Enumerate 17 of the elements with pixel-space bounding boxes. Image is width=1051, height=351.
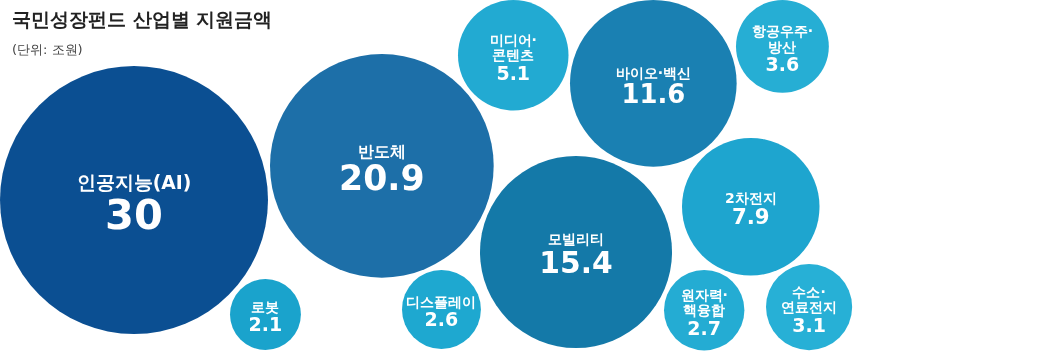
category-label: 미디어· 콘텐츠 xyxy=(489,32,537,64)
category-label: 바이오·백신 xyxy=(615,64,691,81)
data-label: 3.1 xyxy=(792,313,826,336)
category-label: 2차전지 xyxy=(724,190,777,207)
category-label: 항공우주· 방산 xyxy=(751,23,814,55)
category-label: 원자력· 핵융합 xyxy=(680,287,728,319)
text: 국민성장펀드 산업별 지원금액 xyxy=(12,8,273,30)
category-label: 인공지능(AI) xyxy=(76,172,192,194)
data-label: 2.1 xyxy=(248,313,283,336)
data-label: 5.1 xyxy=(496,61,531,84)
data-label: 2.6 xyxy=(424,308,459,331)
category-label: 반도체 xyxy=(357,141,406,161)
category-label: 모빌리티 xyxy=(548,231,605,248)
category-label: 로봇 xyxy=(251,299,280,316)
category-label: 디스플레이 xyxy=(406,294,477,311)
category-label: 수소· 연료전지 xyxy=(781,283,838,316)
text: (단위: 조원) xyxy=(12,42,83,57)
